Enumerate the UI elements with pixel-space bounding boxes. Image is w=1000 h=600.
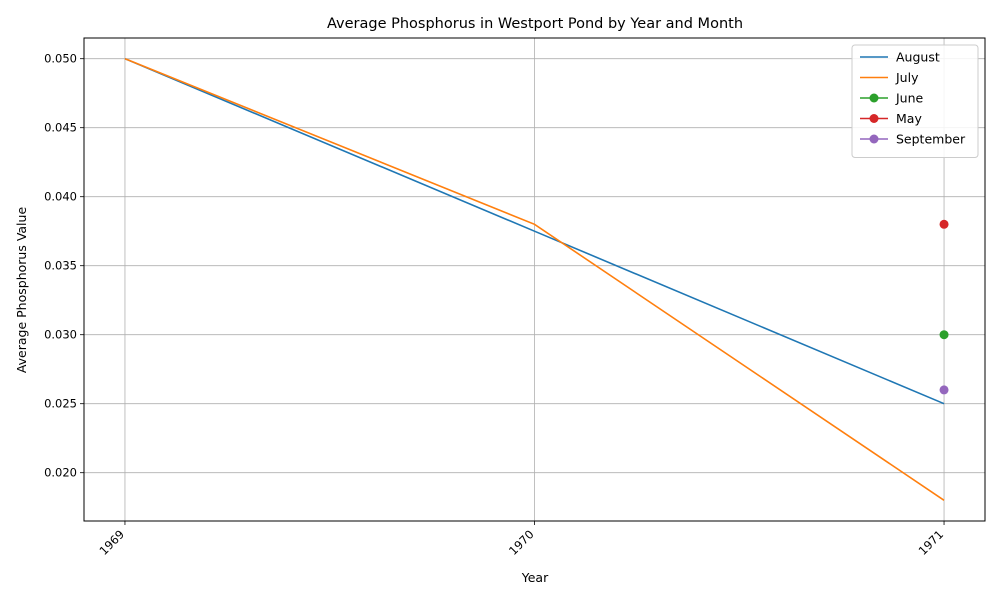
y-tick-label: 0.025 [44, 397, 77, 411]
legend-label-august: August [896, 50, 940, 65]
y-tick-label: 0.020 [44, 466, 77, 480]
chart-title: Average Phosphorus in Westport Pond by Y… [327, 16, 743, 32]
legend-marker-may [869, 114, 879, 123]
series-line-august [124, 57, 945, 405]
legend-label-september: September [896, 132, 966, 147]
legend-label-july: July [895, 70, 919, 85]
series-line-july [124, 57, 945, 501]
legend-marker-june [869, 93, 879, 103]
legend-label-june: June [895, 91, 924, 106]
series-layer [124, 57, 949, 501]
y-tick-label: 0.050 [44, 52, 77, 66]
data-point-may [939, 219, 949, 229]
y-tick-label: 0.040 [44, 190, 77, 204]
y-tick-label: 0.035 [44, 259, 77, 273]
y-axis-label: Average Phosphorus Value [14, 207, 29, 374]
legend: August July June May September [851, 44, 979, 158]
legend-box [851, 44, 979, 158]
data-point-june [939, 330, 949, 340]
data-point-september [939, 385, 949, 395]
legend-marker-september [869, 134, 879, 144]
y-tick-label: 0.045 [44, 121, 77, 135]
x-axis-label: Year [521, 570, 549, 585]
grid [84, 38, 985, 521]
legend-label-may: May [896, 111, 922, 126]
y-tick-label: 0.030 [44, 328, 77, 342]
